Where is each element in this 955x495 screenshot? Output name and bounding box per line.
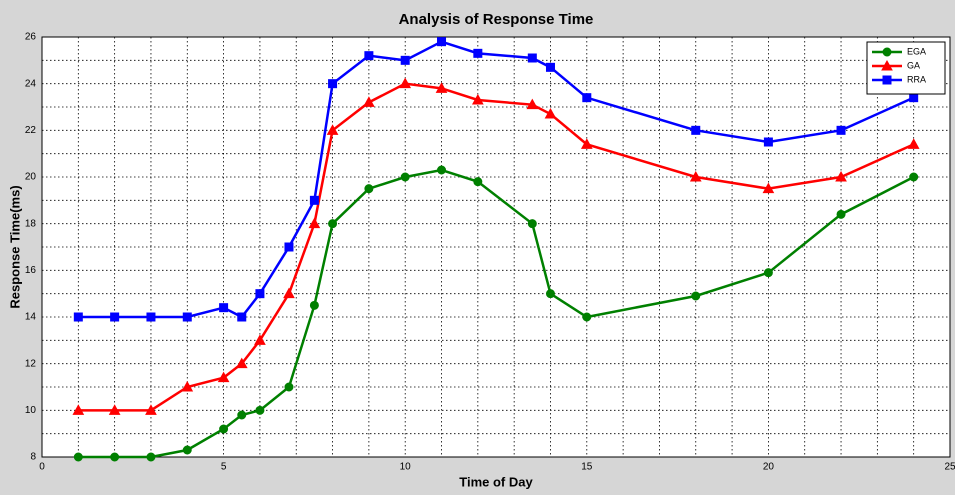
x-tick-label: 25 — [944, 462, 955, 473]
marker — [108, 404, 121, 415]
marker — [437, 165, 447, 175]
marker — [363, 96, 375, 107]
marker — [73, 312, 83, 322]
y-tick-label: 16 — [25, 265, 37, 276]
marker — [763, 268, 773, 278]
marker — [255, 405, 265, 415]
marker — [328, 79, 338, 89]
marker — [400, 55, 410, 65]
marker — [526, 98, 539, 110]
marker — [254, 334, 266, 345]
y-tick-label: 26 — [25, 32, 37, 43]
marker — [527, 53, 537, 63]
marker — [219, 424, 229, 434]
marker — [255, 289, 265, 299]
marker — [882, 75, 892, 85]
marker — [73, 452, 83, 462]
marker — [473, 48, 483, 58]
marker — [881, 59, 893, 71]
y-tick-label: 20 — [25, 172, 37, 183]
marker — [146, 312, 156, 322]
y-tick-label: 12 — [25, 358, 37, 369]
marker — [835, 170, 847, 182]
x-tick-label: 10 — [400, 462, 412, 473]
marker — [110, 312, 120, 322]
marker — [309, 300, 319, 310]
marker — [435, 82, 448, 93]
marker — [237, 410, 247, 420]
marker — [689, 170, 702, 182]
y-axis-label: Response Time(ms) — [7, 185, 22, 308]
x-tick-label: 15 — [581, 462, 593, 473]
marker — [328, 219, 338, 229]
marker — [145, 404, 157, 415]
legend-label: EGA — [907, 46, 926, 56]
x-tick-label: 5 — [221, 462, 227, 473]
y-tick-label: 18 — [25, 218, 37, 229]
marker — [364, 51, 374, 61]
x-axis-label: Time of Day — [459, 474, 533, 489]
marker — [907, 138, 920, 149]
marker — [146, 452, 156, 462]
marker — [582, 93, 592, 103]
legend-box — [866, 41, 946, 95]
marker — [691, 125, 701, 135]
marker — [582, 312, 592, 322]
marker — [763, 137, 773, 147]
marker — [836, 209, 846, 219]
marker — [182, 445, 192, 455]
marker — [364, 184, 374, 194]
legend-label: GA — [907, 60, 920, 70]
marker — [580, 138, 593, 149]
marker — [219, 303, 229, 313]
marker — [309, 195, 319, 205]
marker — [181, 380, 194, 392]
marker — [110, 452, 120, 462]
marker — [400, 172, 410, 182]
marker — [545, 62, 555, 72]
marker — [909, 93, 919, 103]
marker — [437, 37, 447, 47]
marker — [284, 242, 294, 252]
marker — [836, 125, 846, 135]
y-tick-label: 14 — [25, 312, 37, 323]
marker — [284, 382, 294, 392]
marker — [909, 172, 919, 182]
legend: EGA GA RRA — [866, 41, 946, 95]
marker — [283, 287, 295, 299]
marker — [72, 404, 85, 415]
legend-label: RRA — [907, 74, 926, 84]
marker — [235, 357, 248, 369]
x-tick-label: 0 — [39, 462, 45, 473]
marker — [544, 107, 557, 119]
marker — [217, 371, 230, 383]
marker — [691, 291, 701, 301]
marker — [182, 312, 192, 322]
chart-title: Analysis of Response Time — [399, 11, 594, 28]
marker — [237, 312, 247, 322]
marker — [882, 47, 892, 57]
marker — [399, 77, 412, 89]
marker — [473, 177, 483, 187]
x-tick-label: 20 — [763, 462, 775, 473]
marker — [308, 217, 321, 229]
marker — [326, 124, 339, 135]
marker — [545, 289, 555, 299]
marker — [527, 219, 537, 229]
y-tick-label: 10 — [25, 405, 37, 416]
y-tick-label: 24 — [25, 78, 37, 89]
marker — [762, 182, 775, 194]
y-tick-label: 8 — [30, 452, 36, 463]
marker — [471, 93, 484, 105]
y-tick-label: 22 — [25, 125, 37, 136]
